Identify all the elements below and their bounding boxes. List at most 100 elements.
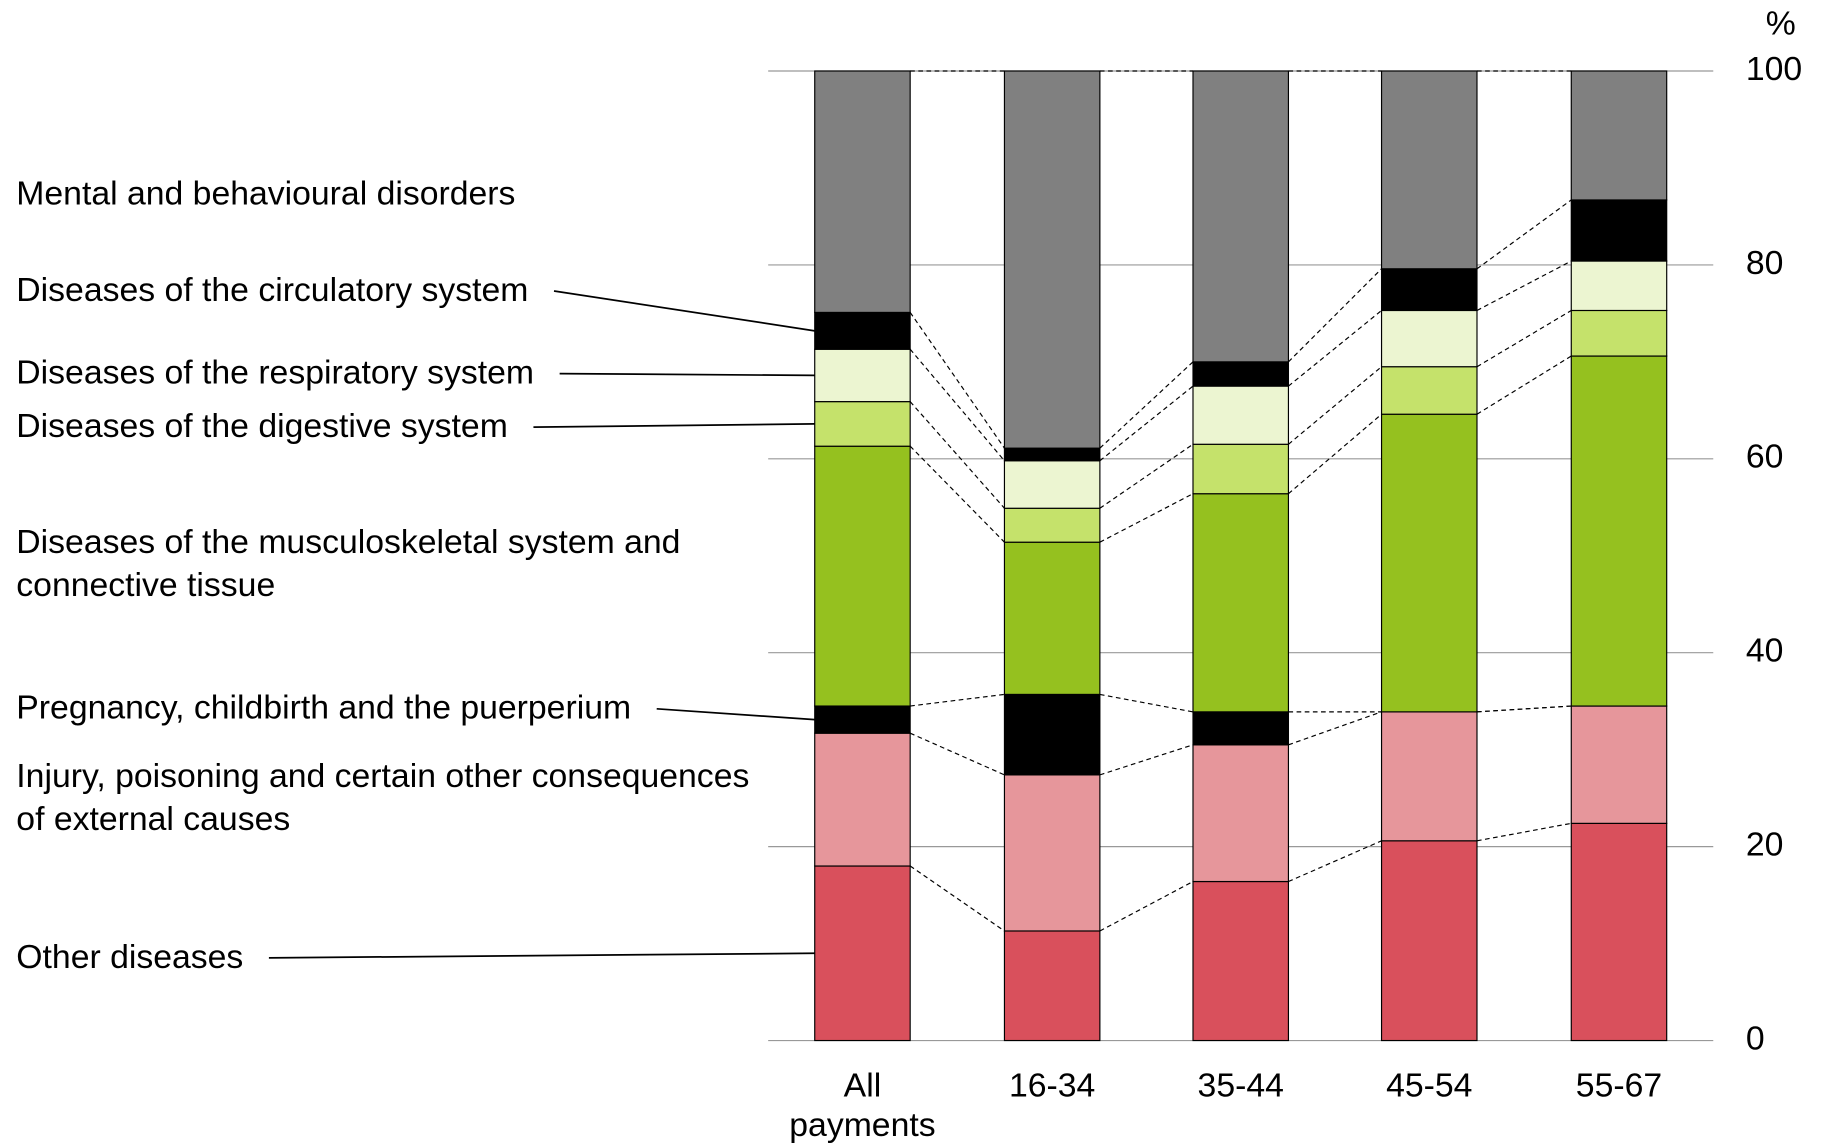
bar-segment (814, 348, 911, 403)
legend-label: Diseases of the digestive system (16, 406, 778, 449)
connector (1476, 705, 1572, 713)
bar-segment (1570, 705, 1668, 824)
legend-text: Pregnancy, childbirth and the puerperium (16, 689, 632, 727)
bar-segment (814, 705, 911, 734)
connector (909, 732, 1005, 776)
x-tick-label: All payments (789, 1067, 936, 1145)
connector (1099, 493, 1194, 543)
bar-segment (1192, 711, 1290, 746)
leader-line (533, 423, 815, 429)
bar-segment (1380, 711, 1478, 842)
legend-text: Other diseases (16, 938, 244, 976)
connector (1476, 705, 1572, 713)
connector (910, 693, 1005, 707)
leader-line (559, 372, 815, 377)
legend-label: Diseases of the respiratory system (16, 352, 778, 395)
leader-line (656, 707, 815, 721)
x-tick-label: 55-67 (1575, 1067, 1663, 1105)
bar-segment (1192, 443, 1290, 495)
y-unit: % (1766, 5, 1796, 43)
connector (909, 348, 1005, 462)
connector (1288, 268, 1382, 363)
x-tick-label: 35-44 (1197, 1067, 1284, 1105)
y-tick-label: 40 (1746, 632, 1784, 670)
y-tick-label: 100 (1746, 50, 1802, 88)
bar-segment (814, 311, 911, 350)
connector (909, 445, 1005, 543)
leader-line (553, 290, 815, 332)
connector (1288, 366, 1382, 445)
bar-segment (1003, 693, 1101, 776)
connector (1476, 355, 1572, 415)
bar-segment (1003, 70, 1101, 449)
connector (1288, 413, 1382, 495)
bar-segment (1380, 70, 1478, 270)
bar-segment (1380, 840, 1478, 1042)
bar-segment (1003, 541, 1101, 695)
legend-label: Diseases of the circulatory system (16, 269, 778, 312)
connector (1476, 199, 1572, 270)
bar-segment (1570, 260, 1668, 312)
bar-segment (1192, 744, 1290, 883)
bar-segment (1380, 268, 1478, 312)
bar-segment (814, 445, 911, 707)
bar-segment (1192, 70, 1290, 363)
legend-text: Diseases of the circulatory system (16, 271, 529, 310)
bar-segment (1192, 493, 1290, 713)
legend-text: Mental and behavioural disorders (16, 175, 516, 213)
bar-segment (1003, 447, 1101, 462)
legend-text: Diseases of the digestive system (16, 407, 508, 446)
bar-segment (1380, 309, 1478, 368)
y-tick-label: 0 (1746, 1019, 1765, 1057)
legend-label: Diseases of the musculoskeletal system a… (16, 521, 778, 607)
connector (1099, 443, 1194, 509)
bar-segment (1003, 930, 1101, 1042)
bar-segment (814, 865, 911, 1042)
legend-text: Injury, poisoning and certain other cons… (16, 757, 750, 839)
bar-segment (814, 401, 911, 447)
connector (909, 865, 1005, 932)
bar-segment (1003, 774, 1101, 932)
connector (1099, 385, 1194, 462)
legend-label: Mental and behavioural disorders (16, 173, 778, 216)
legend-label: Injury, poisoning and certain other cons… (16, 755, 778, 841)
connector (1476, 822, 1572, 842)
bar-segment (1570, 199, 1668, 262)
connector (909, 312, 1005, 449)
bar-segment (1570, 309, 1668, 357)
leader-line (268, 952, 815, 959)
y-tick-label: 80 (1746, 244, 1784, 282)
x-tick-label: 45-54 (1386, 1067, 1473, 1105)
bar-segment (1192, 385, 1290, 445)
bar-segment (814, 70, 911, 313)
bar-segment (1003, 507, 1101, 543)
connector (1476, 309, 1572, 368)
connector (1476, 260, 1572, 311)
bar-segment (1380, 413, 1478, 713)
y-tick-label: 20 (1746, 826, 1784, 864)
bar-segment (1570, 70, 1668, 201)
connector (1099, 693, 1194, 713)
bar-segment (1570, 822, 1668, 1042)
connector (1288, 310, 1382, 387)
x-tick-label: 16-34 (1008, 1067, 1096, 1105)
bar-segment (814, 732, 911, 867)
y-tick-label: 60 (1746, 438, 1784, 476)
legend-label: Pregnancy, childbirth and the puerperium (16, 687, 778, 730)
legend-label: Other diseases (16, 936, 778, 979)
bar-segment (1192, 361, 1290, 387)
connector (1099, 881, 1194, 932)
connector (1099, 744, 1194, 776)
bar-segment (1192, 880, 1290, 1042)
connector (1099, 361, 1194, 449)
bar-segment (1380, 366, 1478, 415)
connector (1288, 711, 1382, 746)
connector (909, 401, 1005, 509)
bar-segment (1570, 355, 1668, 707)
legend-text: Diseases of the musculoskeletal system a… (16, 523, 681, 605)
legend-text: Diseases of the respiratory system (16, 354, 535, 392)
connector (1288, 840, 1382, 883)
bar-segment (1003, 460, 1101, 509)
